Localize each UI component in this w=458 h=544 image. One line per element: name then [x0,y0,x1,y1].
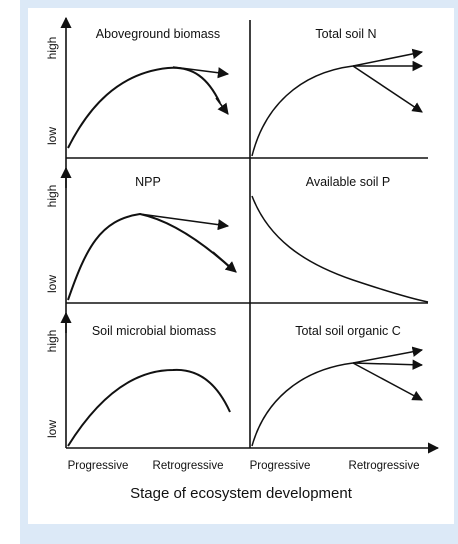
curve-total-soil-n [251,65,354,157]
x-axis-title: Stage of ecosystem development [130,485,353,502]
y-low-row2: low [45,275,59,293]
arrow-aboveground-down [215,97,229,115]
figure-svg: high low high low high low Aboveground b… [45,16,440,502]
x-label-retrogressive-right: Retrogressive [349,460,420,472]
panel-title-4: Available soil P [306,175,391,189]
arrow-soil-n-up [352,48,424,67]
arrow-soil-c-up [352,346,424,364]
panel-titles: Aboveground biomass Total soil N NPP Ava… [92,27,401,338]
curves [67,48,429,447]
panel-title-1: Aboveground biomass [96,27,220,41]
y-low-row1: low [45,127,59,145]
curve-npp [67,212,234,301]
panel-title-5: Soil microbial biomass [92,324,216,338]
curve-available-soil-p [251,195,429,303]
arrow-npp-down [212,251,237,273]
y-high-row2: high [45,185,59,208]
axes [60,16,440,454]
arrow-aboveground-flat [172,66,230,79]
y-low-row3: low [45,420,59,438]
y-high-row3: high [45,330,59,353]
x-label-progressive-left: Progressive [68,460,129,472]
curve-aboveground-biomass [67,66,221,149]
panel-title-6: Total soil organic C [295,324,401,338]
panel-title-2: Total soil N [315,27,376,41]
panel-title-3: NPP [135,175,161,189]
y-labels: high low high low high low [45,37,59,438]
arrow-npp-flat [139,213,230,231]
curve-total-soil-organic-c [251,362,354,447]
figure-canvas: high low high low high low Aboveground b… [28,8,454,524]
arrow-soil-c-flat [352,359,424,370]
curve-soil-microbial-biomass [67,368,231,447]
x-label-progressive-right: Progressive [250,460,311,472]
x-labels: Progressive Retrogressive Progressive Re… [68,460,420,472]
arrow-soil-c-down [352,362,423,401]
y-high-row1: high [45,37,59,60]
arrow-soil-n-down [352,65,423,113]
x-label-retrogressive-left: Retrogressive [153,460,224,472]
